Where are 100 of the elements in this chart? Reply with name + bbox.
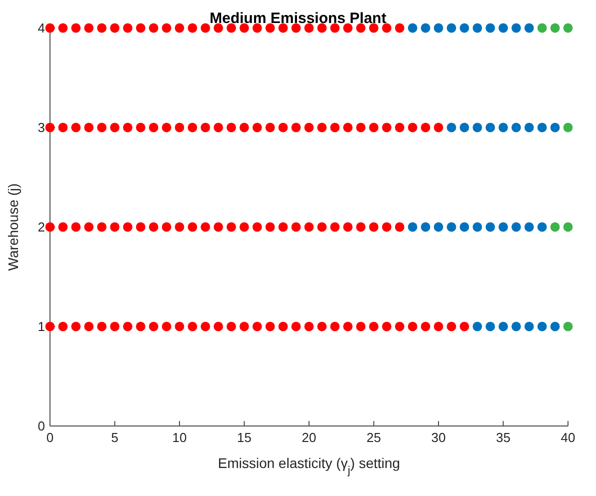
x-tick-label: 40 bbox=[560, 430, 576, 446]
point bbox=[512, 23, 521, 33]
point bbox=[420, 222, 430, 232]
point bbox=[148, 23, 158, 33]
point bbox=[136, 23, 146, 33]
point bbox=[537, 23, 547, 33]
point bbox=[472, 222, 482, 232]
point bbox=[200, 23, 210, 33]
point bbox=[148, 222, 158, 232]
point bbox=[123, 23, 132, 33]
y-tick-label: 4 bbox=[38, 20, 45, 36]
point bbox=[174, 222, 184, 232]
point bbox=[472, 322, 482, 332]
point bbox=[110, 122, 120, 132]
point bbox=[446, 322, 456, 332]
point bbox=[174, 322, 184, 332]
point bbox=[304, 23, 314, 33]
point bbox=[408, 222, 418, 232]
point bbox=[512, 222, 521, 232]
point bbox=[550, 222, 560, 232]
point bbox=[240, 322, 249, 332]
x-axis-title: Emission elasticity (γ$_{j}$) setting bbox=[218, 455, 400, 477]
point bbox=[472, 122, 482, 132]
point bbox=[45, 322, 55, 332]
point bbox=[369, 222, 378, 232]
point bbox=[498, 222, 508, 232]
point bbox=[84, 222, 94, 232]
point bbox=[200, 222, 210, 232]
point bbox=[394, 222, 404, 232]
point bbox=[420, 322, 430, 332]
point bbox=[252, 222, 262, 232]
point bbox=[382, 322, 392, 332]
point bbox=[420, 122, 430, 132]
chart-title: Medium Emissions Plant bbox=[210, 10, 386, 27]
point bbox=[71, 322, 81, 332]
point bbox=[524, 322, 534, 332]
point bbox=[84, 23, 94, 33]
point bbox=[278, 322, 288, 332]
point bbox=[200, 122, 210, 132]
point bbox=[226, 122, 236, 132]
point bbox=[369, 23, 378, 33]
point bbox=[214, 122, 224, 132]
point bbox=[460, 322, 470, 332]
point bbox=[162, 122, 172, 132]
point bbox=[71, 222, 81, 232]
point bbox=[460, 222, 470, 232]
point bbox=[291, 122, 301, 132]
point bbox=[394, 322, 404, 332]
point bbox=[330, 222, 340, 232]
point bbox=[563, 122, 573, 132]
point bbox=[550, 23, 560, 33]
point bbox=[524, 23, 534, 33]
point bbox=[214, 322, 224, 332]
point bbox=[123, 322, 132, 332]
point bbox=[498, 322, 508, 332]
point bbox=[136, 322, 146, 332]
point bbox=[434, 322, 444, 332]
point bbox=[45, 222, 55, 232]
point bbox=[304, 222, 314, 232]
point bbox=[58, 23, 68, 33]
point bbox=[110, 222, 120, 232]
point bbox=[317, 322, 327, 332]
point bbox=[563, 222, 573, 232]
point bbox=[265, 122, 275, 132]
point bbox=[330, 122, 340, 132]
point bbox=[343, 122, 353, 132]
point bbox=[343, 23, 353, 33]
x-tick-label: 20 bbox=[302, 430, 316, 446]
point bbox=[84, 322, 94, 332]
point bbox=[265, 222, 275, 232]
point bbox=[512, 322, 521, 332]
point bbox=[291, 222, 301, 232]
x-tick-label: 30 bbox=[431, 430, 446, 446]
point bbox=[420, 23, 430, 33]
point bbox=[240, 122, 249, 132]
point bbox=[265, 23, 275, 33]
point bbox=[252, 122, 262, 132]
point bbox=[408, 122, 418, 132]
point bbox=[408, 322, 418, 332]
point bbox=[498, 122, 508, 132]
y-tick-label: 0 bbox=[38, 418, 45, 434]
point bbox=[356, 122, 366, 132]
point bbox=[434, 122, 444, 132]
point bbox=[136, 222, 146, 232]
point bbox=[356, 23, 366, 33]
point bbox=[45, 122, 55, 132]
x-tick-label: 35 bbox=[496, 430, 510, 446]
point bbox=[460, 122, 470, 132]
point bbox=[382, 122, 392, 132]
point bbox=[317, 23, 327, 33]
point bbox=[369, 122, 378, 132]
point bbox=[394, 122, 404, 132]
point bbox=[537, 122, 547, 132]
x-tick-label: 15 bbox=[237, 430, 252, 446]
point bbox=[408, 23, 418, 33]
point bbox=[110, 23, 120, 33]
point bbox=[446, 23, 456, 33]
point bbox=[369, 322, 378, 332]
point bbox=[200, 322, 210, 332]
point bbox=[71, 23, 81, 33]
